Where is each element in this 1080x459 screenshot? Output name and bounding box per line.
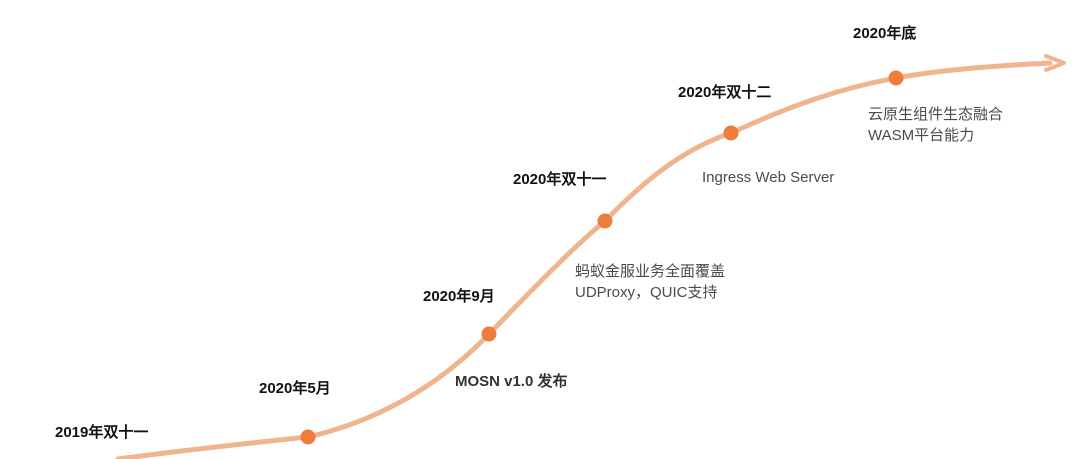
milestone-date-2020-may: 2020年5月 [259,380,331,397]
milestone-desc-2020-double-eleven: 蚂蚁金服业务全面覆盖 UDProxy，QUIC支持 [575,261,725,303]
milestone-desc-2020-end: 云原生组件生态融合 WASM平台能力 [868,104,1003,146]
milestone-dot-2020-may [300,429,316,445]
milestone-desc-2020-double-twelve: Ingress Web Server [702,169,835,186]
milestone-dot-2020-sep [481,326,497,342]
milestone-date-2019-double-eleven: 2019年双十一 [55,424,149,441]
milestone-desc-line: 蚂蚁金服业务全面覆盖 [575,263,726,280]
milestone-dot-2020-end [888,70,904,86]
milestone-desc-line: WASM平台能力 [868,127,975,144]
milestone-date-2020-double-twelve: 2020年双十二 [678,84,772,101]
milestone-date-2020-double-eleven: 2020年双十一 [513,171,607,188]
milestone-desc-2020-sep: MOSN v1.0 发布 [455,373,568,390]
milestone-date-2020-end: 2020年底 [853,25,917,42]
milestone-dot-2020-double-eleven [597,213,613,229]
milestone-desc-line: 云原生组件生态融合 [868,106,1004,123]
arrow-head-icon [1044,54,1066,72]
milestone-dot-2020-double-twelve [723,125,739,141]
milestone-date-2020-sep: 2020年9月 [423,288,495,305]
milestone-desc-line: UDProxy，QUIC支持 [575,284,718,301]
